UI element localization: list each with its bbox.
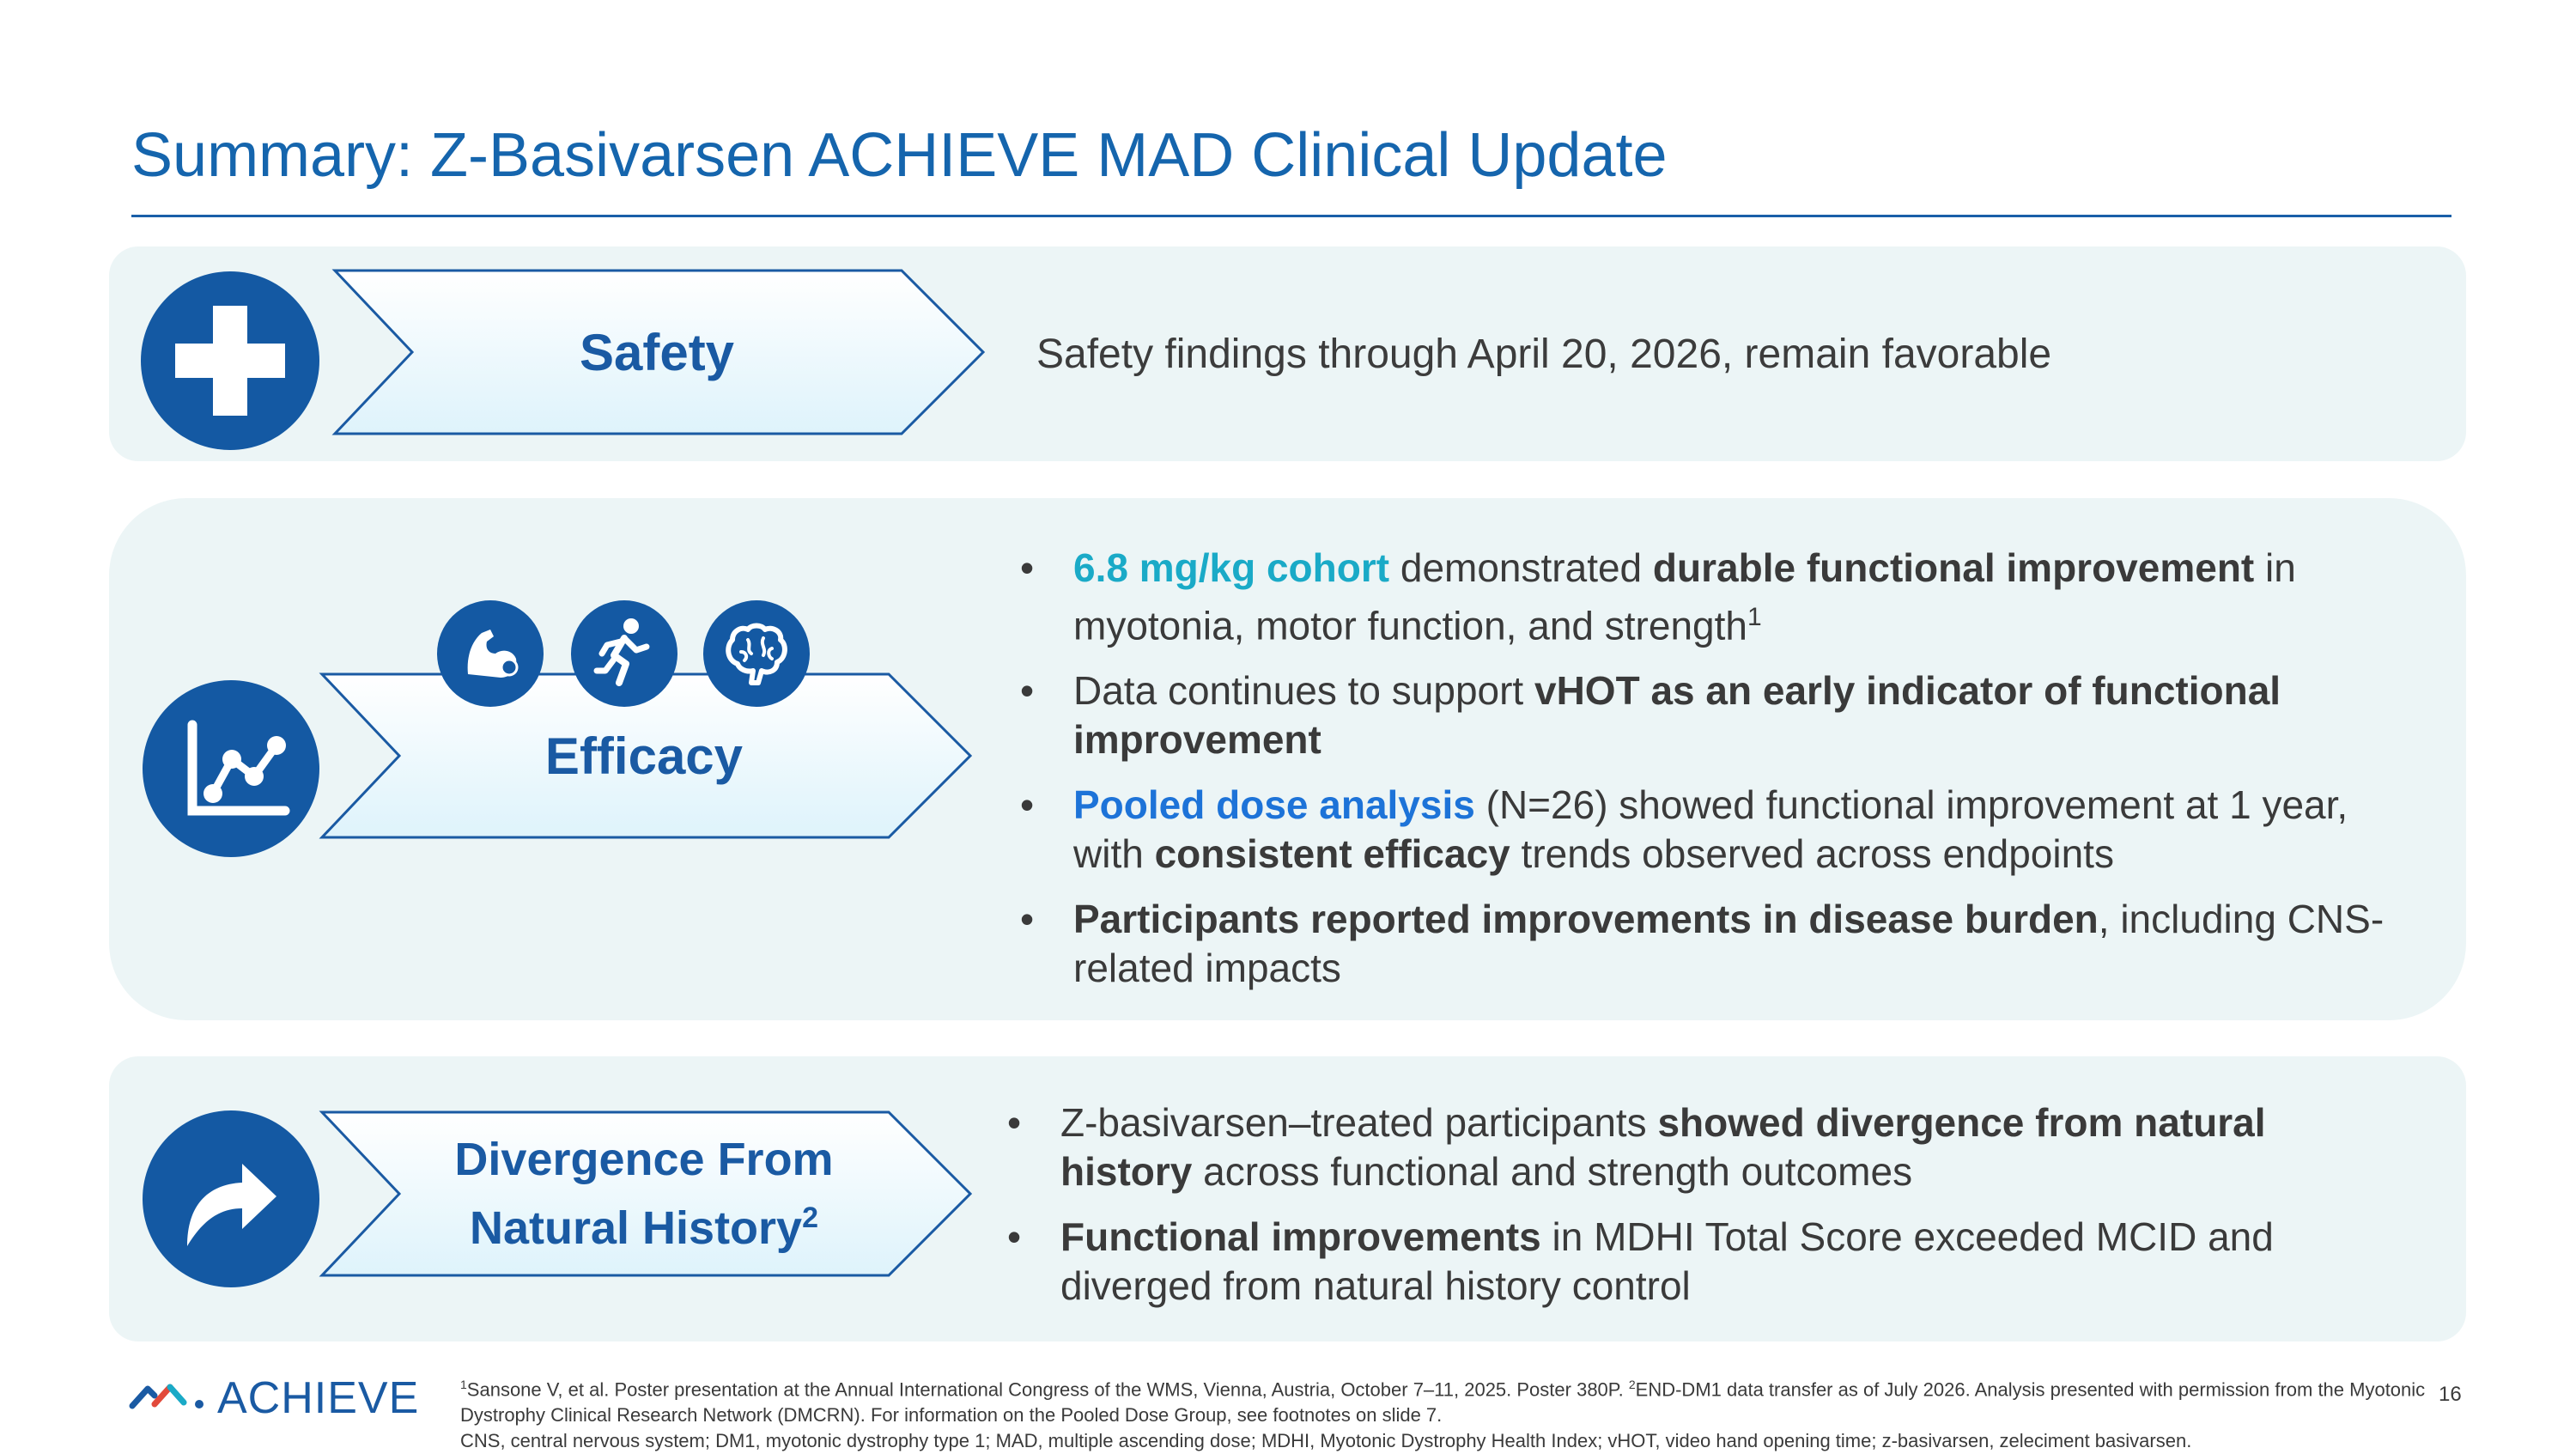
divergence-arrow-shape (319, 1110, 973, 1277)
running-person-icon (571, 600, 677, 707)
list-item: Z-basivarsen–treated participants showed… (1000, 1098, 2383, 1196)
list-item: 6.8 mg/kg cohort demonstrated durable fu… (1013, 544, 2404, 650)
footnote: 1Sansone V, et al. Poster presentation a… (460, 1378, 2426, 1452)
list-item: Data continues to support vHOT as an ear… (1013, 666, 2404, 764)
achieve-logo-mark (129, 1384, 204, 1409)
efficacy-label: Efficacy (544, 727, 744, 785)
divergence-label: Divergence From Natural History2 (454, 1134, 834, 1254)
share-arrow-icon (143, 1110, 319, 1287)
achieve-logo-text: ACHIEVE (217, 1373, 420, 1423)
title-divider (131, 215, 2451, 217)
muscle-arm-icon (437, 600, 544, 707)
page-number: 16 (2439, 1383, 2462, 1406)
safety-label: Safety (579, 323, 735, 381)
chart-line-icon (143, 680, 319, 857)
efficacy-arrow-shape (319, 672, 973, 839)
divergence-bullet-list: Z-basivarsen–treated participants showed… (1000, 1098, 2383, 1327)
brain-icon (703, 600, 810, 707)
list-item: Pooled dose analysis (N=26) showed funct… (1013, 781, 2404, 879)
list-item: Participants reported improvements in di… (1013, 895, 2404, 993)
page-title: Summary: Z-Basivarsen ACHIEVE MAD Clinic… (131, 121, 1668, 190)
efficacy-bullet-list: 6.8 mg/kg cohort demonstrated durable fu… (1013, 544, 2404, 1009)
safety-text: Safety findings through April 20, 2026, … (1036, 332, 2052, 377)
list-item: Functional improvements in MDHI Total Sc… (1000, 1213, 2383, 1311)
medical-cross-icon (141, 271, 319, 450)
safety-arrow-shape (331, 269, 986, 435)
